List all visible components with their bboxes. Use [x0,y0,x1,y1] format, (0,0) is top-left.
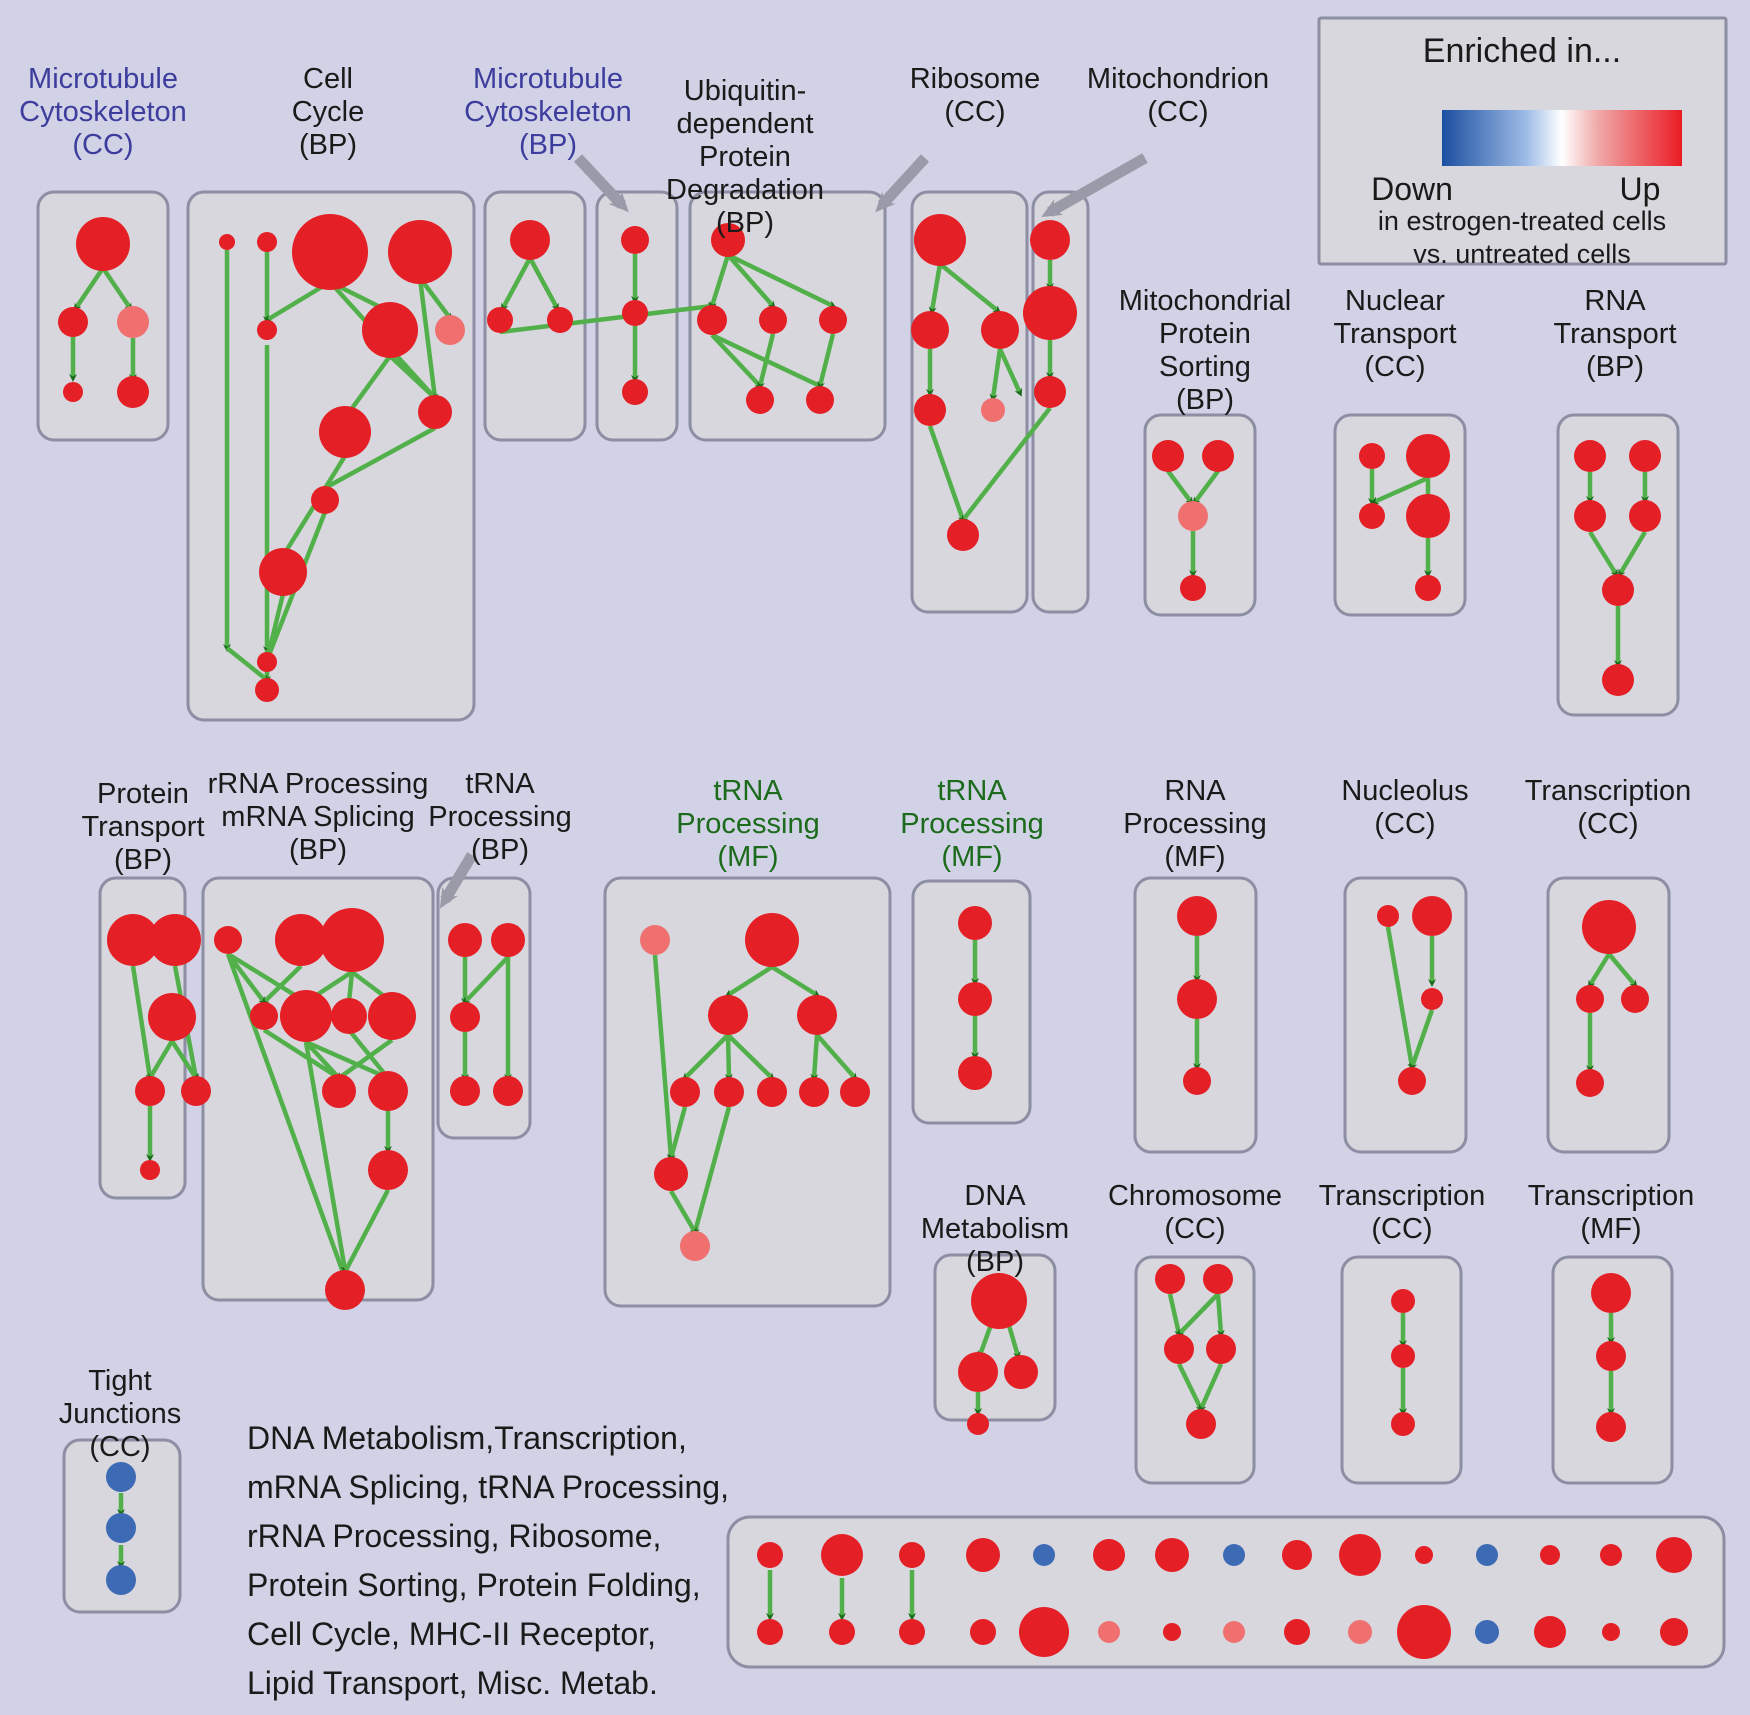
svg-text:Down: Down [1371,171,1453,207]
svg-text:Enriched in...: Enriched in... [1423,32,1621,70]
svg-text:Up: Up [1620,171,1661,207]
